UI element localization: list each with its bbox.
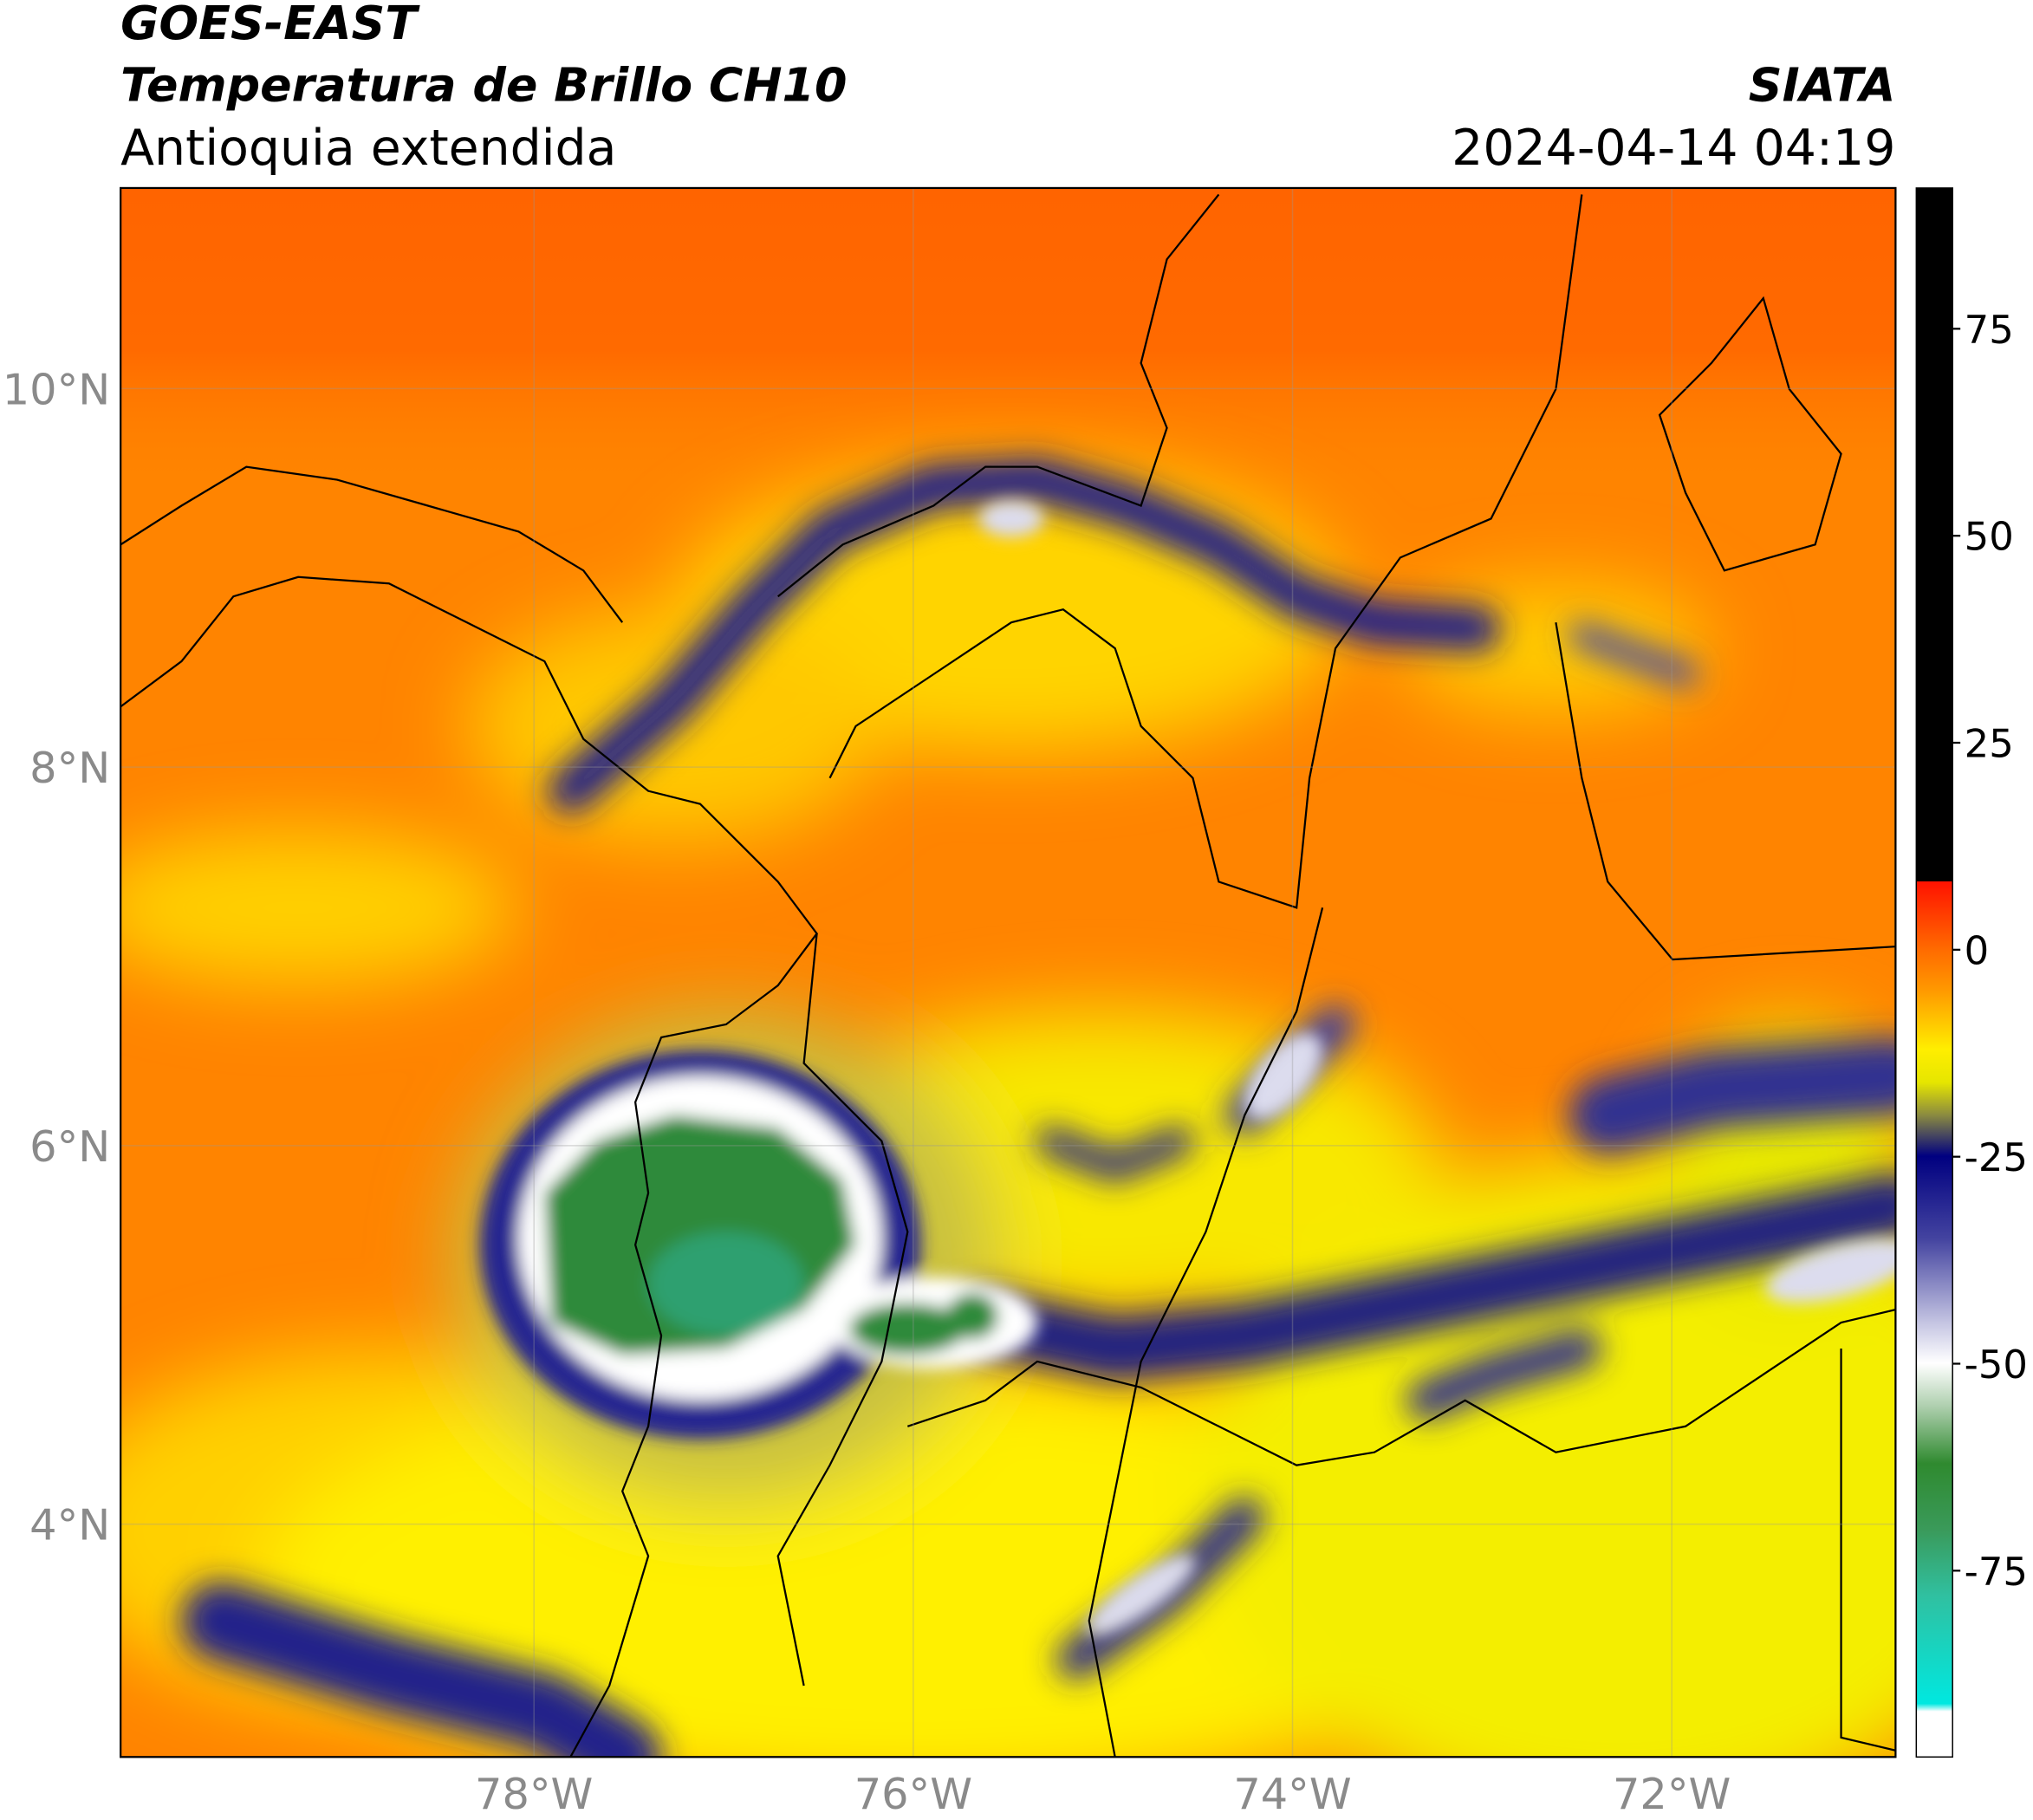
deep-convection [479, 500, 1896, 1635]
y-tick-label: 8°N [29, 743, 110, 793]
x-tick-label: 76°W [854, 1769, 972, 1819]
colorbar-tick-label: 50 [1965, 514, 2014, 560]
colorbar-tick-label: 25 [1965, 720, 2014, 766]
title: GOES-EAST [120, 0, 420, 50]
colorbar-tick-label: 75 [1965, 307, 2014, 353]
grid [120, 187, 1896, 1758]
datetime: 2024-04-14 04:19 [1452, 120, 1895, 177]
region: Antioquia extendida [120, 120, 616, 177]
x-tick-label: 74°W [1233, 1769, 1351, 1819]
colorbar-tick-label: 0 [1965, 927, 1990, 973]
frame [120, 186, 1897, 1758]
x-tick-label: 72°W [1613, 1769, 1731, 1819]
colorbar [1915, 187, 1953, 1758]
satellite-image [120, 187, 1896, 1758]
y-tick-label: 4°N [29, 1500, 110, 1550]
colorbar-tick-label: -75 [1965, 1549, 2028, 1595]
y-tick-label: 10°N [3, 364, 110, 414]
colorbar-tick-label: -25 [1965, 1134, 2028, 1180]
borders [120, 193, 1896, 1758]
colorbar-tick-label: -50 [1965, 1342, 2028, 1388]
y-tick-label: 6°N [29, 1121, 110, 1172]
x-tick-label: 78°W [475, 1769, 593, 1819]
subtitle: Temperatura de Brillo CH10 [120, 58, 847, 113]
source: SIATA [1749, 58, 1896, 113]
